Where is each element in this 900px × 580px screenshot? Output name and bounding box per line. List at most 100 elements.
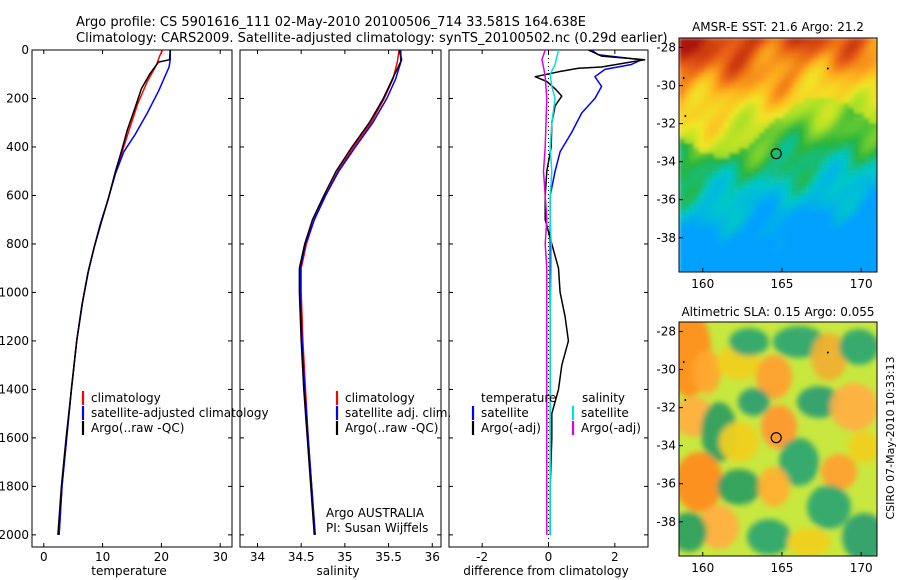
sst-cell	[819, 108, 825, 114]
sst-cell	[779, 153, 785, 159]
sst-cell	[759, 173, 765, 179]
sst-cell	[714, 198, 720, 204]
sst-cell	[749, 268, 755, 272]
sst-cell	[684, 123, 690, 129]
sst-cell	[824, 143, 830, 149]
sst-cell	[829, 203, 835, 209]
sst-cell	[859, 158, 865, 164]
sst-cell	[684, 48, 690, 54]
sst-cell	[719, 248, 725, 254]
sst-cell	[784, 163, 790, 169]
sst-cell	[684, 263, 690, 269]
sst-cell	[839, 193, 845, 199]
sst-cell	[844, 48, 850, 54]
sst-cell	[869, 53, 875, 59]
sst-cell	[824, 203, 830, 209]
sst-cell	[834, 98, 840, 104]
sst-cell	[759, 118, 765, 124]
sst-cell	[869, 73, 875, 79]
salinity-xlabel: salinity	[316, 564, 359, 578]
sst-cell	[734, 258, 740, 264]
sst-cell	[714, 188, 720, 194]
sst-cell	[739, 38, 745, 44]
sst-cell	[829, 43, 835, 49]
sst-cell	[779, 113, 785, 119]
sst-cell	[704, 53, 710, 59]
sst-cell	[769, 123, 775, 129]
sst-cell	[774, 223, 780, 229]
sst-cell	[799, 178, 805, 184]
sst-cell	[769, 218, 775, 224]
sst-cell	[834, 223, 840, 229]
sst-cell	[694, 243, 700, 249]
sst-cell	[684, 113, 690, 119]
sst-cell	[834, 123, 840, 129]
sst-cell	[679, 133, 685, 139]
sst-cell	[699, 153, 705, 159]
sst-cell	[834, 133, 840, 139]
sst-cell	[754, 183, 760, 189]
island-dot	[684, 115, 687, 117]
sst-cell	[824, 58, 830, 64]
sst-cell	[854, 193, 860, 199]
sst-cell	[729, 228, 735, 234]
sst-cell	[819, 113, 825, 119]
sst-cell	[714, 78, 720, 84]
sst-cell	[769, 58, 775, 64]
sst-cell	[709, 233, 715, 239]
sst-cell	[679, 43, 685, 49]
sst-cell	[834, 143, 840, 149]
sst-cell	[719, 123, 725, 129]
sst-cell	[789, 108, 795, 114]
sst-cell	[739, 253, 745, 259]
sst-cell	[784, 233, 790, 239]
sst-cell	[764, 138, 770, 144]
sst-cell	[854, 48, 860, 54]
sst-cell	[719, 113, 725, 119]
sst-cell	[874, 133, 877, 139]
sst-cell	[769, 138, 775, 144]
sst-cell	[789, 233, 795, 239]
sst-cell	[694, 183, 700, 189]
sst-cell	[829, 153, 835, 159]
sst-cell	[779, 93, 785, 99]
sst-cell	[804, 188, 810, 194]
sst-cell	[764, 263, 770, 269]
sst-cell	[769, 258, 775, 264]
sst-cell	[709, 38, 715, 44]
sst-cell	[704, 143, 710, 149]
sst-cell	[749, 213, 755, 219]
sst-cell	[739, 78, 745, 84]
sst-cell	[784, 48, 790, 54]
sst-cell	[859, 118, 865, 124]
sst-cell	[849, 138, 855, 144]
sst-cell	[779, 73, 785, 79]
sst-cell	[814, 153, 820, 159]
sst-cell	[694, 173, 700, 179]
sst-cell	[729, 138, 735, 144]
sst-cell	[854, 268, 860, 272]
sst-cell	[764, 63, 770, 69]
sst-cell	[694, 203, 700, 209]
sst-cell	[869, 68, 875, 74]
sst-cell	[694, 193, 700, 199]
sst-cell	[784, 253, 790, 259]
sst-cell	[774, 213, 780, 219]
sst-cell	[844, 138, 850, 144]
sst-cell	[734, 108, 740, 114]
sst-cell	[724, 58, 730, 64]
sst-cell	[859, 198, 865, 204]
sst-cell	[819, 133, 825, 139]
sst-cell	[769, 243, 775, 249]
map-x-tick-label: 160	[691, 561, 714, 575]
sst-cell	[804, 243, 810, 249]
sst-cell	[724, 138, 730, 144]
sst-cell	[859, 133, 865, 139]
sst-cell	[784, 243, 790, 249]
sst-cell	[689, 168, 695, 174]
sst-cell	[809, 228, 815, 234]
sst-cell	[714, 73, 720, 79]
sst-cell	[799, 158, 805, 164]
sst-cell	[699, 193, 705, 199]
sst-cell	[794, 213, 800, 219]
